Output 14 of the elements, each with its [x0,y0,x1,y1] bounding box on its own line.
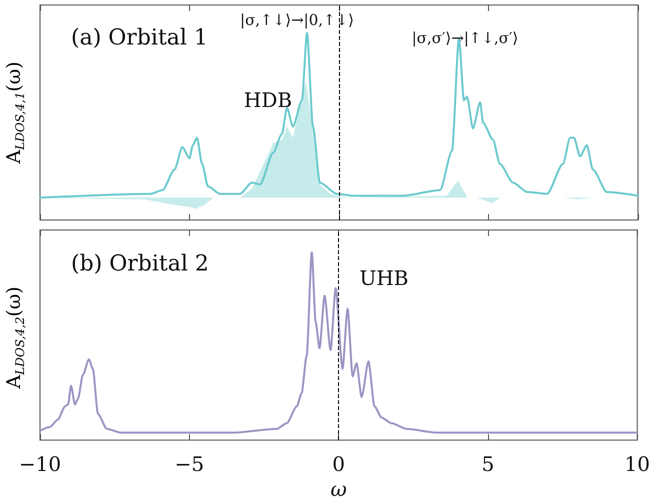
x-tick-label: −10 [18,452,62,476]
y-axis-title: ALDOS,4,1(ω) [3,61,27,165]
annotation: |σ,σ′⟩→|↑↓,σ′⟩ [412,29,518,47]
y-axis-title: ALDOS,4,2(ω) [3,286,27,390]
chart-title: (b) Orbital 2 [71,252,209,276]
annotation: HDB [244,88,292,112]
x-tick-label: 10 [624,452,650,476]
x-tick-label: 0 [332,452,346,476]
chart-title: (a) Orbital 1 [71,26,208,50]
annotation: UHB [360,266,408,290]
x-tick-label: 5 [482,452,494,476]
x-tick-label: −5 [174,452,204,476]
text: |σ,↑↓⟩→|0,↑↓⟩ [240,11,354,29]
x-axis-title: ω [330,477,347,501]
